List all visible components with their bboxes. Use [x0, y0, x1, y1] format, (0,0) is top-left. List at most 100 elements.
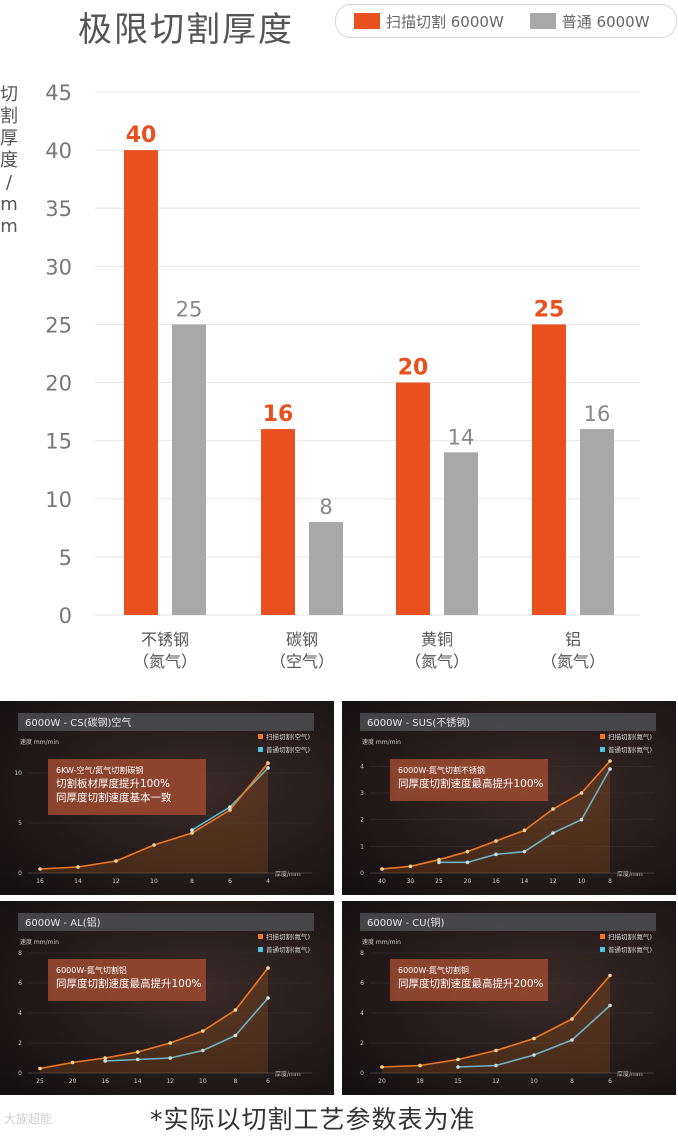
y-tick-label: 35 [45, 197, 72, 221]
panel-y-tick: 8 [18, 950, 22, 957]
y-tick-label: 5 [59, 546, 72, 570]
panel-y-tick: 0 [360, 1070, 364, 1077]
panel-x-tick: 10 [578, 878, 586, 885]
bar-scan-value-3: 25 [534, 297, 565, 322]
panel-point-normal [135, 1057, 140, 1062]
panel-point-normal [494, 852, 498, 857]
bar-normal-value-2: 14 [448, 425, 475, 449]
panel-x-tick: 12 [166, 1078, 174, 1085]
panel-x-tick: 10 [150, 878, 158, 885]
panel-point-scan [76, 865, 80, 869]
panel-point-scan [380, 867, 384, 871]
y-axis-label-char: 切 [0, 84, 18, 105]
panel-x-tick: 10 [530, 1078, 538, 1085]
panel-point-normal [465, 860, 470, 865]
panel-point-scan [551, 807, 555, 811]
panel-x-tick: 30 [407, 878, 415, 885]
bar-scan-value-0: 40 [126, 123, 157, 148]
panel-point-scan [70, 1060, 75, 1065]
panel-x-tick: 12 [112, 878, 120, 885]
panel-annotation-line: 切割板材厚度提升100% [56, 777, 170, 790]
panel-legend-swatch [600, 934, 605, 939]
category-label-0: 不锈钢 [141, 630, 189, 649]
panel-point-scan [152, 843, 156, 847]
panel-point-normal [190, 828, 194, 832]
bar-normal-value-0: 25 [176, 297, 203, 321]
legend-item-scan: 扫描切割 6000W [354, 11, 504, 32]
panel-y-tick: 2 [18, 1040, 22, 1047]
panel-y-tick: 0 [18, 870, 22, 877]
panel-point-normal [266, 766, 270, 770]
panel-legend-label: 普通切割(氮气) [266, 945, 310, 954]
panel-x-tick: 20 [464, 878, 472, 885]
panel-point-normal [266, 996, 270, 1000]
panel-x-tick: 18 [416, 1078, 424, 1085]
legend-swatch-normal [529, 13, 556, 29]
panel-point-scan [190, 831, 194, 835]
panel-y-axis-label: 速度 mm/min [362, 938, 401, 946]
panel-legend-swatch [600, 947, 605, 952]
panel-annotation-box [48, 959, 206, 1001]
panel-annotation-line: 同厚度切割速度基本一致 [56, 791, 172, 804]
al-speed-chart: 6000W - AL(铝) 扫描切割(氮气) 普通切割(氮气) 速度 mm/min 厚度… [0, 901, 334, 1095]
y-axis-label-char: m [0, 216, 18, 237]
y-axis-label-char: 厚 [0, 128, 18, 149]
panel-point-scan [494, 1048, 498, 1053]
category-gas-3: （氮气） [541, 652, 605, 671]
panel-y-tick: 8 [360, 950, 364, 957]
panel-point-scan [570, 1017, 574, 1021]
panel-annotation-box [390, 759, 548, 801]
panel-point-scan [266, 761, 270, 765]
panel-point-scan [532, 1036, 536, 1041]
panel-point-scan [233, 1008, 238, 1012]
panel-x-tick: 6 [608, 1078, 612, 1085]
legend: 扫描切割 6000W 普通 6000W [335, 4, 677, 38]
panel-legend-swatch [600, 747, 605, 752]
panel-point-scan [266, 966, 270, 970]
panel-point-scan [437, 857, 441, 862]
panel-point-scan [494, 839, 498, 843]
panel-point-normal [570, 1038, 574, 1042]
panel-series-area-scan [382, 761, 610, 873]
panel-legend-swatch [600, 734, 605, 739]
panel-x-tick: 8 [190, 878, 194, 885]
panel-x-tick: 12 [492, 1078, 500, 1085]
bar-scan-value-1: 16 [263, 402, 294, 427]
panel-series-line-normal [105, 997, 269, 1062]
panel-legend-swatch [258, 747, 263, 752]
panel-x-tick: 20 [69, 1078, 77, 1085]
panel-y-tick: 6 [360, 980, 364, 987]
panel-annotation-line: 同厚度切割速度最高提升100% [398, 777, 544, 790]
panel-series-area-scan [382, 975, 610, 1073]
category-gas-0: （氮气） [133, 652, 197, 671]
panel-x-axis-label: 厚度/mm [275, 1070, 301, 1078]
panel-x-tick: 40 [378, 878, 386, 885]
sus-speed-chart-panel: 6000W - SUS(不锈钢) 扫描切割(氮气) 普通切割(氮气) 速度 mm/mi… [342, 701, 676, 895]
panel-x-tick: 25 [36, 1078, 44, 1085]
panel-legend-swatch [258, 934, 263, 939]
panel-x-axis-label: 厚度/mm [617, 1070, 643, 1078]
bar-normal-2 [444, 452, 478, 615]
panel-title: 6000W - CU(铜) [367, 917, 445, 929]
y-tick-label: 10 [45, 488, 72, 512]
panel-x-tick: 14 [74, 878, 82, 885]
panel-point-scan [456, 1057, 460, 1062]
panel-point-scan [228, 808, 232, 812]
bar-scan-3 [532, 324, 566, 615]
panel-legend-label: 扫描切割(氮气) [266, 932, 310, 941]
panel-x-axis-label: 厚度/mm [275, 870, 301, 878]
y-axis-label-char: 割 [0, 106, 18, 127]
panel-x-tick: 14 [134, 1078, 142, 1085]
panel-y-tick: 4 [360, 1010, 364, 1017]
panel-x-tick: 6 [266, 1078, 270, 1085]
legend-item-normal: 普通 6000W [529, 11, 650, 32]
panel-point-scan [38, 1066, 42, 1071]
bar-normal-1 [309, 522, 343, 615]
panel-legend-label: 普通切割(空气) [266, 745, 310, 754]
al-speed-chart-panel: 6000W - AL(铝) 扫描切割(氮气) 普通切割(氮气) 速度 mm/min 厚度… [0, 901, 334, 1095]
panel-annotation-box [48, 759, 206, 815]
cs-speed-chart-panel: 6000W - CS(碳钢)空气 扫描切割(空气) 普通切割(空气) 速度 mm/mi… [0, 701, 334, 895]
watermark: 大族超能 [4, 1112, 53, 1126]
panel-y-tick: 5 [18, 820, 22, 827]
panel-legend-label: 普通切割(氮气) [608, 945, 652, 954]
